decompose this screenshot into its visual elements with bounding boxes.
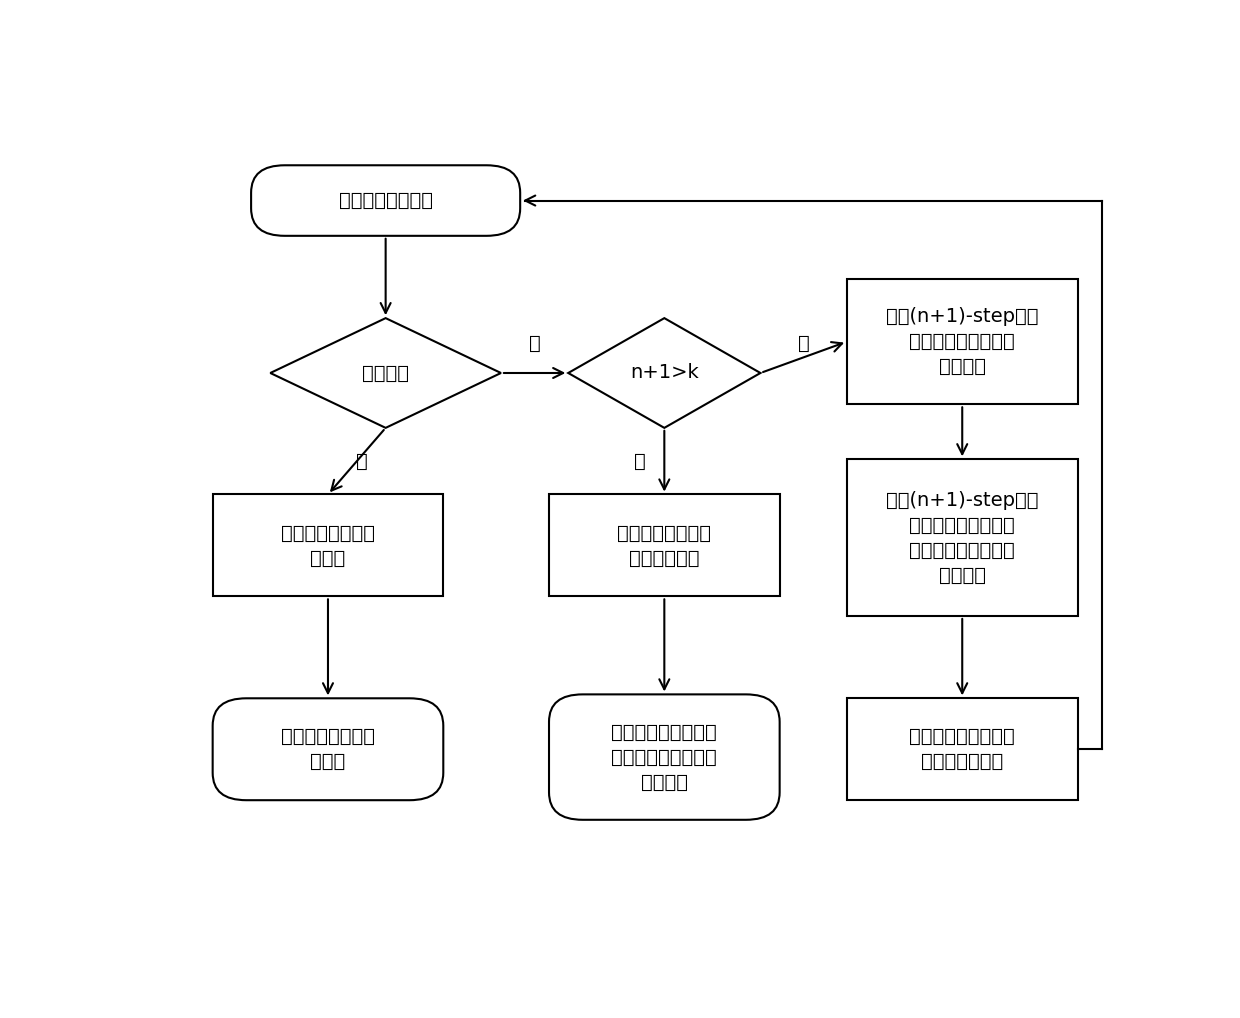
Text: 生成(n+1)-step扩展
调整树，得到待调整
任务集合: 生成(n+1)-step扩展 调整树，得到待调整 任务集合	[887, 307, 1038, 376]
Text: n+1>k: n+1>k	[630, 363, 698, 383]
Text: 是: 是	[356, 452, 367, 470]
Text: 结束，临时任务无法
完成调度，恢复初始
调度方案: 结束，临时任务无法 完成调度，恢复初始 调度方案	[611, 723, 717, 792]
Bar	[847, 279, 1078, 404]
Text: 对临时任务安排调
度方案: 对临时任务安排调 度方案	[281, 523, 374, 567]
Text: 临时任务资源匹配: 临时任务资源匹配	[339, 191, 433, 210]
Bar	[847, 698, 1078, 800]
Bar	[213, 495, 444, 597]
FancyBboxPatch shape	[549, 694, 780, 819]
Text: 遍历(n+1)-step扩展
调整树的任务，删除
原任务，对临时任务
安排调度: 遍历(n+1)-step扩展 调整树的任务，删除 原任务，对临时任务 安排调度	[887, 491, 1038, 584]
Text: 无法在规定调整次
数内完成调整: 无法在规定调整次 数内完成调整	[618, 523, 712, 567]
Polygon shape	[270, 318, 501, 428]
Text: 结束，输出新的调
度方案: 结束，输出新的调 度方案	[281, 727, 374, 772]
FancyBboxPatch shape	[213, 698, 444, 800]
FancyBboxPatch shape	[250, 165, 521, 236]
Bar	[847, 459, 1078, 616]
Text: 将被占用资源的任务
视为新临时任务: 将被占用资源的任务 视为新临时任务	[909, 727, 1016, 772]
Text: 否: 否	[797, 334, 810, 353]
Text: 匹配成功: 匹配成功	[362, 363, 409, 383]
Text: 是: 是	[635, 452, 646, 470]
Text: 否: 否	[528, 334, 541, 353]
Polygon shape	[568, 318, 760, 428]
Bar	[549, 495, 780, 597]
